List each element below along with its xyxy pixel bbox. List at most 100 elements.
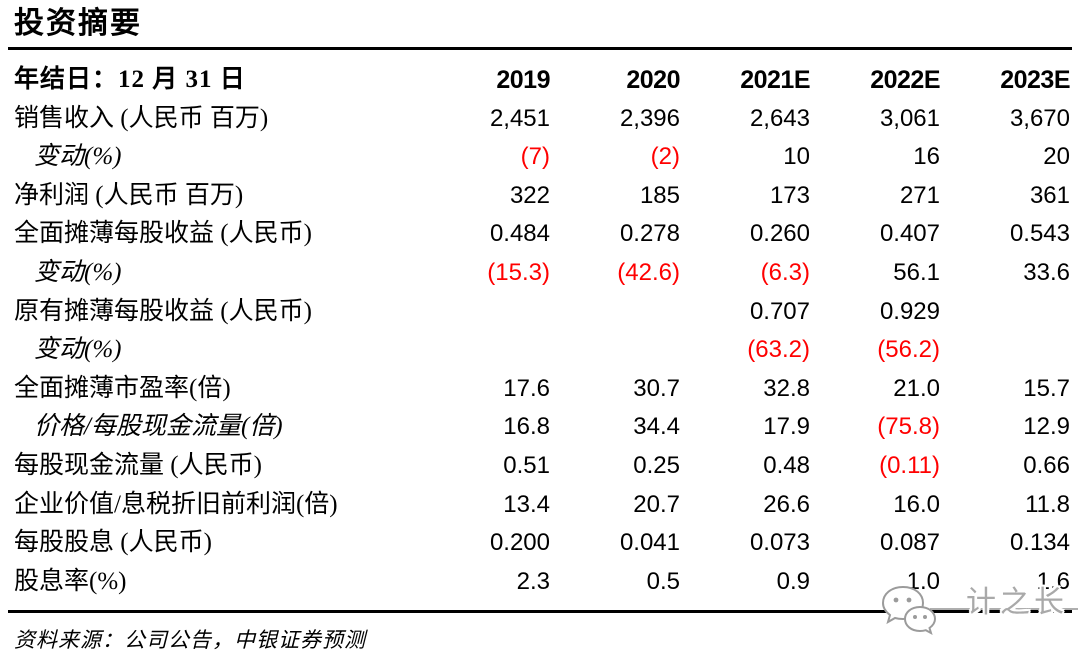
cell-value: 0.200 [489,529,550,557]
cell-value: 10 [783,143,810,171]
cell-value [550,331,680,370]
cell-value: 0.48 [763,451,810,479]
table-header-label: 年结日：12 月 31 日 [14,66,246,93]
cell-value: 2,396 [619,104,680,132]
row-label: 企业价值/息税折旧前利润(倍) [14,490,338,518]
cell-value: 0.278 [619,220,680,248]
row-label: 销售收入 (人民币 百万) [14,104,269,132]
cell-value [420,331,550,370]
cell-value: 16 [913,143,940,171]
cell-value: (0.11) [879,451,940,479]
table-header-year: 2020 [626,66,680,94]
cell-value: 0.134 [1009,529,1070,557]
cell-value: 1.0 [906,567,940,595]
cell-value: 185 [639,181,680,209]
row-label: 每股现金流量 (人民币) [14,451,262,479]
cell-value: 3,670 [1009,104,1070,132]
table-row: 销售收入 (人民币 百万) 2,451 2,396 2,643 3,061 3,670 [8,100,1070,139]
cell-value [420,293,550,332]
cell-value: 2,451 [489,104,550,132]
cell-value: 20.7 [633,490,680,518]
cell-value: 322 [509,181,550,209]
cell-value: 16.8 [503,413,550,441]
cell-value: 3,061 [879,104,940,132]
table-header-year: 2023E [1000,66,1070,94]
table-row: 股息率(%) 2.3 0.5 0.9 1.0 1.6 [8,563,1070,602]
table-body: 销售收入 (人民币 百万) 2,451 2,396 2,643 3,061 3,670 变动… [8,100,1070,602]
row-label: 每股股息 (人民币) [14,529,212,557]
cell-value: 0.5 [646,567,680,595]
cell-value: 0.087 [879,529,940,557]
cell-value: 13.4 [503,490,550,518]
cell-value: (7) [520,143,550,171]
cell-value: 17.6 [503,374,550,402]
cell-value [940,293,1070,332]
cell-value: (42.6) [617,258,680,286]
cell-value: 0.66 [1023,451,1070,479]
cell-value [940,331,1070,370]
cell-value: 15.7 [1023,374,1070,402]
table-row: 全面摊薄市盈率(倍) 17.6 30.7 32.8 21.0 15.7 [8,370,1070,409]
cell-value: 0.407 [879,220,940,248]
row-label: 原有摊薄每股收益 (人民币) [14,297,312,325]
row-label: 全面摊薄每股收益 (人民币) [14,220,312,248]
summary-table: 年结日：12 月 31 日 2019 2020 2021E 2022E 2023E 销售… [8,50,1071,610]
cell-value: 2,643 [749,104,810,132]
cell-value: 33.6 [1023,258,1070,286]
table-row: 变动(%) (15.3) (42.6) (6.3) 56.1 33.6 [8,254,1070,293]
row-label: 变动(%) [34,336,122,364]
cell-value: 16.0 [893,490,940,518]
table-row: 净利润 (人民币 百万) 322 185 173 271 361 [8,177,1070,216]
cell-value: 271 [899,181,940,209]
cell-value: 361 [1029,181,1070,209]
table-row: 每股股息 (人民币) 0.200 0.041 0.073 0.087 0.134 [8,524,1070,563]
cell-value: (63.2) [747,336,810,364]
cell-value: 0.041 [619,529,680,557]
cell-value: 20 [1043,143,1070,171]
table-row: 价格/每股现金流量(倍) 16.8 34.4 17.9 (75.8) 12.9 [8,408,1070,447]
table-row: 变动(%) (7) (2) 10 16 20 [8,138,1070,177]
cell-value: 0.543 [1009,220,1070,248]
row-label: 变动(%) [34,143,122,171]
cell-value: 21.0 [893,374,940,402]
cell-value: 12.9 [1023,413,1070,441]
row-label: 价格/每股现金流量(倍) [34,413,283,441]
table-header-row: 年结日：12 月 31 日 2019 2020 2021E 2022E 2023E [8,61,1071,100]
cell-value: 0.51 [503,451,550,479]
cell-value: (56.2) [877,336,940,364]
cell-value: 11.8 [1025,490,1070,518]
cell-value: 32.8 [763,374,810,402]
cell-value: 30.7 [633,374,680,402]
cell-value: 2.3 [516,567,550,595]
cell-value: 0.260 [749,220,810,248]
cell-value: 56.1 [893,258,940,286]
table-header-year: 2019 [496,66,550,94]
table-row: 每股现金流量 (人民币) 0.51 0.25 0.48 (0.11) 0.66 [8,447,1070,486]
source-note: 资料来源：公司公告，中银证券预测 [14,628,366,653]
cell-value: 0.9 [776,567,810,595]
table-row: 变动(%) (63.2) (56.2) [8,331,1070,370]
table-row: 原有摊薄每股收益 (人民币) 0.707 0.929 [8,293,1070,332]
table-row: 全面摊薄每股收益 (人民币) 0.484 0.278 0.260 0.407 0.543 [8,215,1070,254]
page-title: 投资摘要 [14,7,142,40]
cell-value [550,293,680,332]
cell-value: 34.4 [633,413,680,441]
cell-value: (2) [650,143,680,171]
cell-value: 0.929 [879,297,940,325]
row-label: 股息率(%) [14,567,127,595]
row-label: 净利润 (人民币 百万) [14,181,244,209]
table-header-year: 2021E [740,66,810,94]
cell-value: 0.073 [749,529,810,557]
cell-value: 0.25 [633,451,680,479]
table-header-year: 2022E [870,66,940,94]
row-label: 全面摊薄市盈率(倍) [14,374,231,402]
cell-value: 17.9 [763,413,810,441]
cell-value: 0.484 [489,220,550,248]
cell-value: 1.6 [1036,567,1070,595]
cell-value: 26.6 [763,490,810,518]
row-label: 变动(%) [34,258,122,286]
cell-value: (15.3) [487,258,550,286]
table-row: 企业价值/息税折旧前利润(倍) 13.4 20.7 26.6 16.0 11.8 [8,486,1070,525]
cell-value: 0.707 [749,297,810,325]
cell-value: (75.8) [877,413,940,441]
